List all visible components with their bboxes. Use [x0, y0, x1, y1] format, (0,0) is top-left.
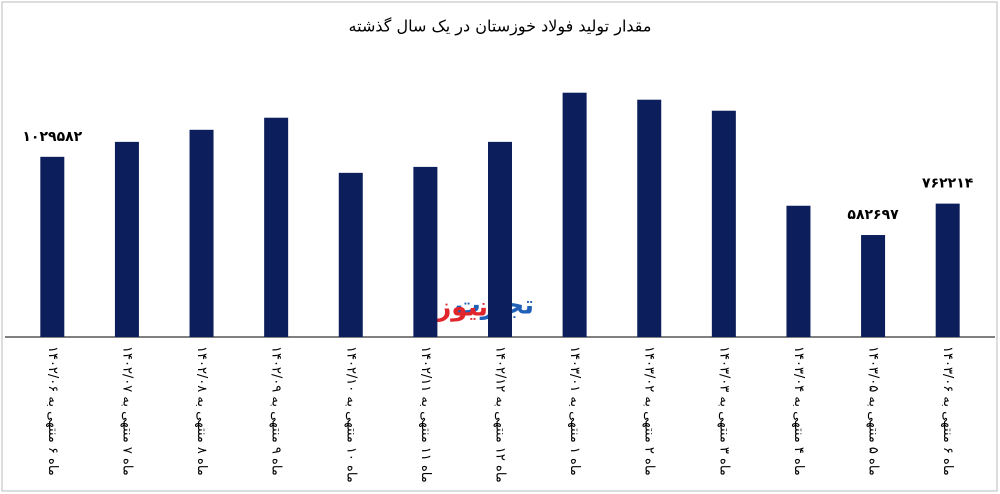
bar	[488, 141, 512, 337]
x-tick-label: ماه ۵ منتهی به ۱۴۰۳/۰۵	[866, 346, 881, 476]
bar	[413, 166, 438, 337]
x-tick-label: ماه ۶ منتهی به ۱۴۰۲/۰۶	[45, 346, 60, 476]
bar	[189, 129, 214, 337]
bar	[114, 141, 139, 337]
value-label: ۷۶۲۲۱۴	[922, 176, 974, 192]
bar	[562, 92, 587, 337]
x-tick-label: ماه ۳ منتهی به ۱۴۰۳/۰۳	[716, 346, 731, 476]
x-tick-label: ماه ۷ منتهی به ۱۴۰۲/۰۷	[119, 346, 134, 476]
bar	[637, 99, 662, 337]
watermark-part2: نیوز	[434, 293, 488, 323]
bar	[264, 117, 289, 337]
x-tick-label: ماه ۱۱ منتهی به ۱۴۰۲/۱۱	[418, 346, 433, 483]
bar	[711, 110, 736, 337]
bar	[935, 203, 960, 337]
x-tick-label: ماه ۱۰ منتهی به ۱۴۰۲/۱۰	[343, 346, 358, 483]
value-label: ۱۰۲۹۵۸۲	[22, 129, 82, 145]
x-tick-label: ماه ۴ منتهی به ۱۴۰۳/۰۴	[791, 346, 806, 476]
x-tick-label: ماه ۸ منتهی به ۱۴۰۲/۰۸	[194, 346, 209, 476]
bar	[338, 172, 363, 337]
x-tick-label: ماه ۱۲ منتهی به ۱۴۰۲/۱۲	[493, 346, 508, 483]
bar	[861, 235, 886, 337]
x-tick-label: ماه ۱ منتهی به ۱۴۰۳/۰۱	[567, 346, 582, 476]
bar	[786, 205, 811, 337]
x-tick-label: ماه ۲ منتهی به ۱۴۰۳/۰۲	[642, 346, 657, 476]
chart-title: مقدار تولید فولاد خوزستان در یک سال گذشت…	[349, 17, 652, 37]
value-label: ۵۸۲۶۹۷	[847, 207, 899, 223]
x-tick-label: ماه ۶ منتهی به ۱۴۰۳/۰۶	[940, 346, 955, 476]
bar	[40, 156, 65, 337]
x-tick-label: ماه ۹ منتهی به ۱۴۰۲/۰۹	[269, 346, 284, 476]
